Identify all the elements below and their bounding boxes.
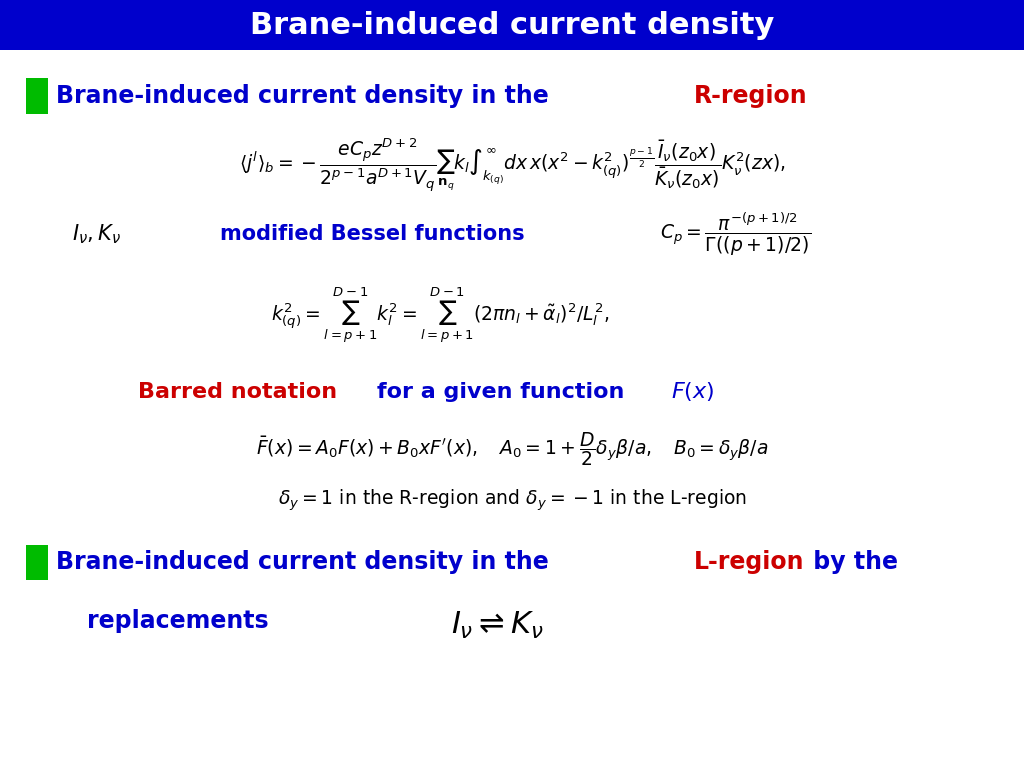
Text: $\mathit{F(x)}$: $\mathit{F(x)}$ [671,380,714,403]
Text: R-region: R-region [694,84,808,108]
Text: Brane-induced current density: Brane-induced current density [250,11,774,40]
Text: L-region: L-region [694,550,805,574]
Text: $\bar{F}(x) = A_0 F(x) + B_0 x F'(x),\quad A_0 = 1 + \dfrac{D}{2}\delta_y\beta/a: $\bar{F}(x) = A_0 F(x) + B_0 x F'(x),\qu… [256,430,768,468]
Text: for a given function: for a given function [377,382,632,402]
Text: replacements: replacements [87,608,268,633]
Text: Brane-induced current density in the: Brane-induced current density in the [56,84,557,108]
Text: Brane-induced current density in the: Brane-induced current density in the [56,550,557,574]
Text: $k_{(q)}^2 = \sum_{l=p+1}^{D-1} k_l^2 = \sum_{l=p+1}^{D-1}(2\pi n_l + \tilde{\al: $k_{(q)}^2 = \sum_{l=p+1}^{D-1} k_l^2 = … [271,285,609,345]
FancyBboxPatch shape [26,545,48,580]
Text: $I_\nu, K_\nu$: $I_\nu, K_\nu$ [72,223,121,246]
Text: $\langle j^l \rangle_b = -\dfrac{eC_p z^{D+2}}{2^{p-1}a^{D+1}V_q}\sum_{\mathbf{n: $\langle j^l \rangle_b = -\dfrac{eC_p z^… [239,137,785,194]
FancyBboxPatch shape [0,0,1024,50]
Text: modified Bessel functions: modified Bessel functions [220,224,524,244]
Text: $C_p = \dfrac{\pi^{-(p+1)/2}}{\Gamma\left((p+1)/2\right)}$: $C_p = \dfrac{\pi^{-(p+1)/2}}{\Gamma\lef… [660,210,812,258]
Text: by the: by the [805,550,898,574]
Text: $\delta_y = 1\ \mathrm{in\ the\ R\text{-}region\ and}\ \delta_y = -1\ \mathrm{in: $\delta_y = 1\ \mathrm{in\ the\ R\text{-… [278,488,746,514]
FancyBboxPatch shape [26,78,48,114]
Text: $I_\nu \rightleftharpoons K_\nu$: $I_\nu \rightleftharpoons K_\nu$ [451,611,543,641]
Text: Barred notation: Barred notation [138,382,337,402]
